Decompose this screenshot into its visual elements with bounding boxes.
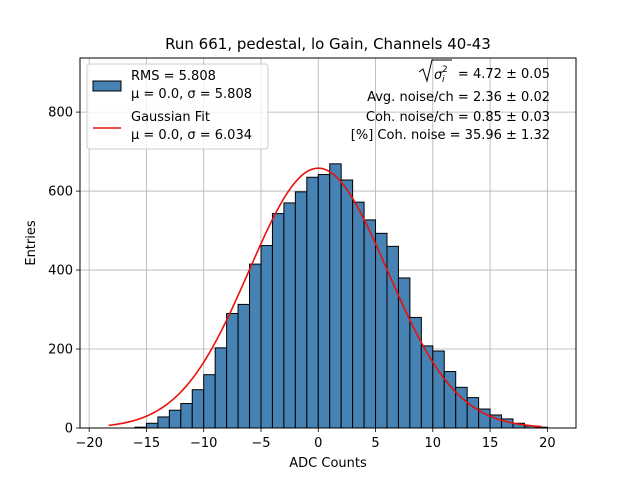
x-tick-label: 0 [314, 436, 322, 451]
histogram-bar [214, 347, 228, 429]
legend-rms-line1: RMS = 5.808 [131, 69, 216, 84]
y-tick-label: 200 [48, 343, 73, 358]
y-tick-label: 800 [48, 106, 73, 121]
histogram-bar [294, 191, 308, 429]
x-tick-label: −15 [133, 436, 160, 451]
histogram-bar [306, 176, 319, 429]
histogram-bar [375, 232, 388, 429]
histogram-bar [145, 422, 159, 429]
histogram-bar [180, 403, 193, 429]
y-axis-ticks: 0 200 400 600 800 [48, 106, 80, 437]
pct-coh-noise-text: [%] Coh. noise = 35.96 ± 1.32 [351, 128, 550, 143]
histogram-bar [237, 303, 251, 429]
histogram-bar [226, 312, 239, 429]
y-tick-label: 400 [48, 264, 73, 279]
histogram-bar [340, 179, 354, 429]
plot-frame [79, 57, 577, 429]
sqrt-sigma-symbol: σ 2 i [418, 59, 452, 85]
histogram-bar [363, 219, 377, 429]
sigma-subscript: i [442, 75, 445, 85]
y-tick-label: 600 [48, 185, 73, 200]
coh-noise-text: Coh. noise/ch = 0.85 ± 0.03 [366, 110, 550, 125]
legend-rms-line2: μ = 0.0, σ = 5.808 [131, 87, 252, 102]
gaussian-fit-curve [108, 167, 542, 428]
sigma-exponent: 2 [442, 65, 448, 75]
histogram-bar [203, 374, 216, 429]
gaussian-fit [108, 167, 542, 428]
x-tick-label: −10 [190, 436, 217, 451]
x-axis-ticks: −20 −15 −10 −5 0 5 10 15 20 [75, 428, 556, 451]
histogram-bar [168, 409, 182, 429]
histogram-bar [432, 350, 445, 429]
histogram-bars [134, 163, 548, 429]
y-axis-label: Entries [24, 220, 39, 266]
legend-rms-patch [92, 80, 122, 92]
legend: RMS = 5.808 μ = 0.0, σ = 5.808 Gaussian … [86, 63, 269, 150]
histogram-bar [260, 245, 273, 429]
histogram-bar [352, 201, 365, 429]
x-tick-label: −5 [251, 436, 270, 451]
histogram-bar [329, 163, 342, 429]
x-axis-label: ADC Counts [289, 456, 367, 471]
histogram-bar [249, 263, 262, 429]
legend-fit-line1: Gaussian Fit [131, 110, 210, 125]
y-tick-label: 0 [65, 422, 73, 437]
sqrt-sigma-value: = 4.72 ± 0.05 [454, 67, 550, 82]
chart-title: Run 661, pedestal, lo Gain, Channels 40-… [165, 35, 491, 53]
noise-annotations: σ 2 i = 4.72 ± 0.05 Avg. noise/ch = 2.36… [351, 59, 550, 143]
avg-noise-text: Avg. noise/ch = 2.36 ± 0.02 [367, 90, 550, 105]
sigma-symbol: σ [434, 68, 443, 83]
legend-fit-line2: μ = 0.0, σ = 6.034 [131, 128, 252, 143]
histogram-bar [466, 397, 480, 429]
histogram-bar [191, 389, 205, 429]
legend-box [86, 63, 269, 150]
histogram-bar [283, 202, 296, 429]
histogram-bar [409, 316, 422, 429]
histogram-bar [157, 416, 170, 429]
x-tick-label: 5 [371, 436, 379, 451]
x-tick-label: 20 [539, 436, 556, 451]
histogram-bar [271, 213, 285, 429]
histogram-bar [317, 173, 331, 429]
x-tick-label: −20 [75, 436, 102, 451]
x-tick-label: 10 [425, 436, 442, 451]
x-tick-label: 15 [482, 436, 499, 451]
